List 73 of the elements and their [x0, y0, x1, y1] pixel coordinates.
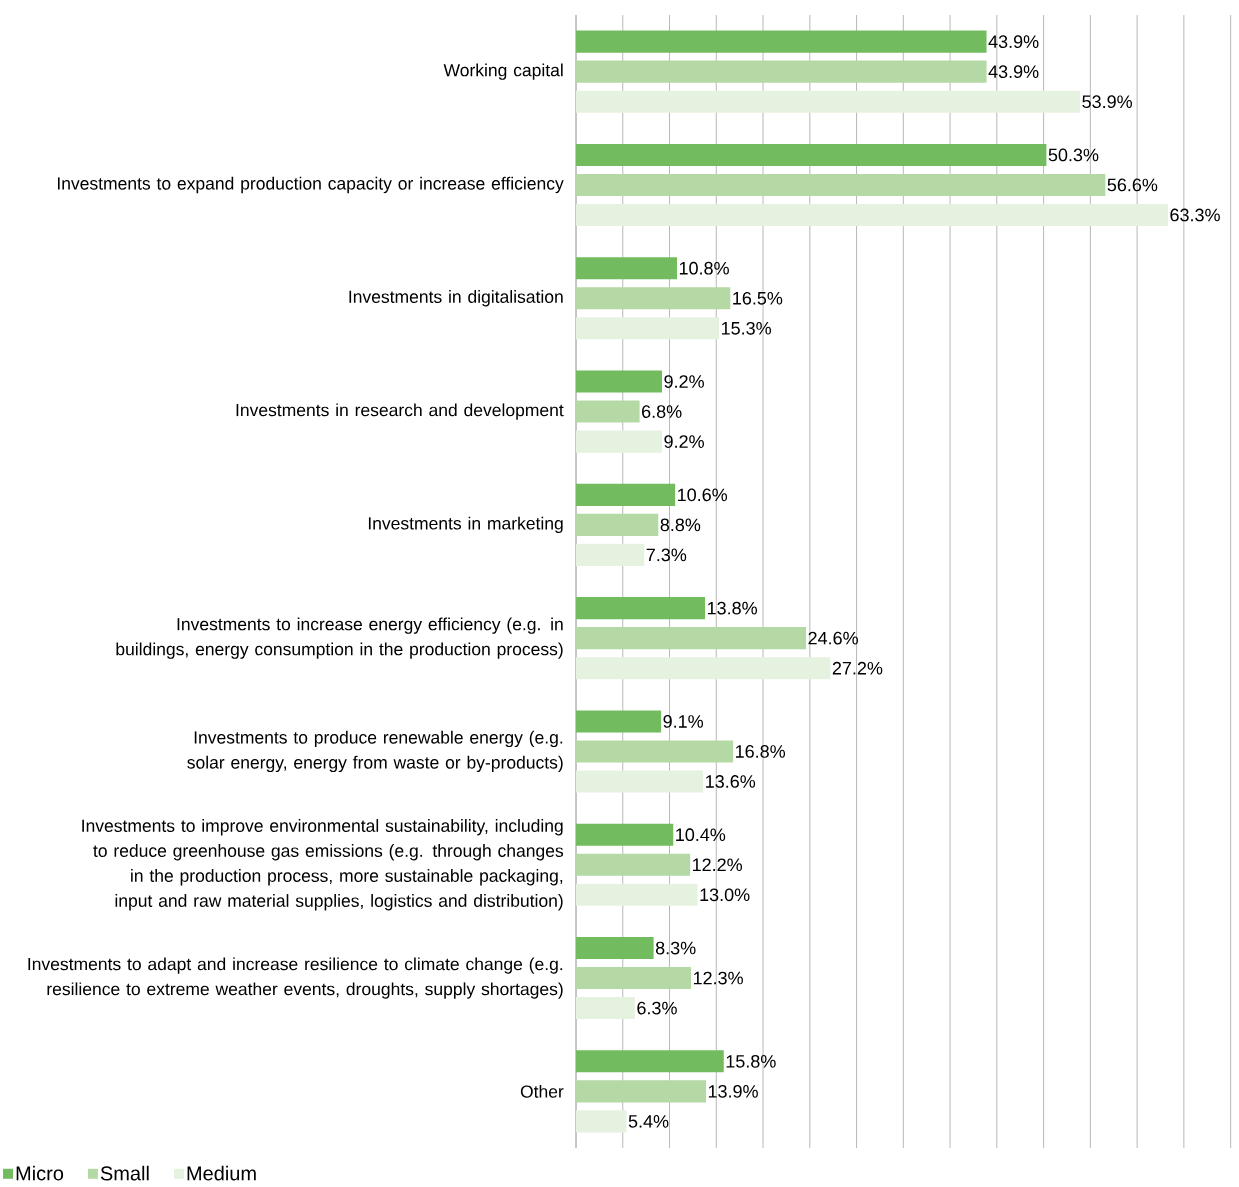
data-label: 10.6% [678, 488, 728, 502]
data-label: 9.2% [664, 375, 704, 388]
data-label: 15.8% [726, 1054, 776, 1068]
bar [576, 317, 720, 340]
bar [576, 936, 654, 960]
data-label: 12.2% [692, 858, 743, 872]
data-label: 8.8% [660, 518, 701, 532]
bar [576, 90, 1081, 113]
bar [576, 543, 645, 566]
data-label: 6.3% [637, 1001, 677, 1015]
data-label: 24.6% [808, 631, 858, 645]
bar [576, 597, 706, 620]
data-label: 6.8% [642, 405, 682, 418]
data-label: 63.3% [1170, 208, 1220, 222]
bar [576, 173, 1106, 197]
legend-label: Small [100, 1165, 149, 1181]
data-label: 50.3% [1048, 148, 1099, 162]
bar [576, 30, 987, 53]
bar [576, 1110, 627, 1133]
bar [576, 1080, 706, 1103]
data-label: 13.8% [707, 601, 757, 615]
bar [576, 513, 659, 536]
data-label: 8.3% [655, 941, 696, 955]
y-tick-label: Investments to adapt and increase resilience to climate change (e.g. resilience to extreme weather events, droughts, supply shortages) [28, 957, 563, 999]
legend-label: Micro [16, 1165, 64, 1181]
data-label: 13.9% [708, 1084, 758, 1098]
data-label: 10.4% [676, 828, 726, 842]
bar [576, 483, 676, 506]
bar [576, 627, 807, 650]
y-tick-label: Investments in marketing [368, 516, 563, 534]
data-label: 27.2% [832, 661, 883, 675]
bar [576, 883, 698, 906]
y-tick-label: Investments to improve environmental sustainability, including to reduce greenhouse gas emissions (e.g. through changes in the production process, more sustainable packaging, input and raw material supplies, logistics and distribution) [82, 819, 564, 911]
y-tick-label: Investments to produce renewable energy (e.g. solar energy, energy from waste or by-products) [187, 730, 563, 773]
legend-label: Medium [187, 1165, 256, 1181]
bar [576, 997, 635, 1020]
bar [576, 203, 1168, 227]
bar [576, 823, 674, 846]
data-label: 43.9% [988, 65, 1039, 79]
bar [576, 143, 1047, 166]
bar [576, 853, 691, 876]
data-label: 16.8% [736, 745, 786, 758]
bar [576, 967, 692, 990]
bar [576, 740, 734, 763]
y-tick-label: Investments to expand production capacity or increase efficiency [57, 176, 564, 194]
bar [576, 430, 663, 453]
data-label: 53.9% [1082, 95, 1132, 109]
data-label: 13.6% [706, 775, 756, 788]
data-label: 16.5% [733, 291, 783, 305]
bar [576, 657, 831, 680]
data-label: 9.2% [664, 435, 704, 448]
data-label: 12.3% [693, 971, 743, 985]
bar [576, 400, 640, 423]
data-label: 56.6% [1107, 178, 1158, 192]
data-label: 9.1% [663, 715, 704, 728]
y-tick-label: Other [520, 1084, 564, 1098]
data-label: 43.9% [988, 35, 1039, 49]
data-label: 7.3% [646, 548, 687, 562]
bar [576, 60, 987, 83]
bar [576, 710, 662, 733]
bar [576, 1050, 724, 1073]
data-label: 15.3% [721, 321, 772, 335]
bar [576, 770, 704, 793]
bar [576, 287, 731, 310]
bar [576, 257, 677, 280]
data-label: 5.4% [628, 1115, 669, 1128]
data-label: 13.0% [700, 888, 750, 902]
y-tick-label: Working capital [443, 63, 563, 80]
y-tick-label: Investments to increase energy efficiency (e.g. in buildings, energy consumption in the production process) [116, 617, 563, 659]
y-tick-label: Investments in digitalisation [349, 290, 563, 307]
data-label: 10.8% [679, 261, 729, 275]
bar [576, 370, 663, 393]
y-tick-label: Investments in research and development [236, 403, 564, 420]
